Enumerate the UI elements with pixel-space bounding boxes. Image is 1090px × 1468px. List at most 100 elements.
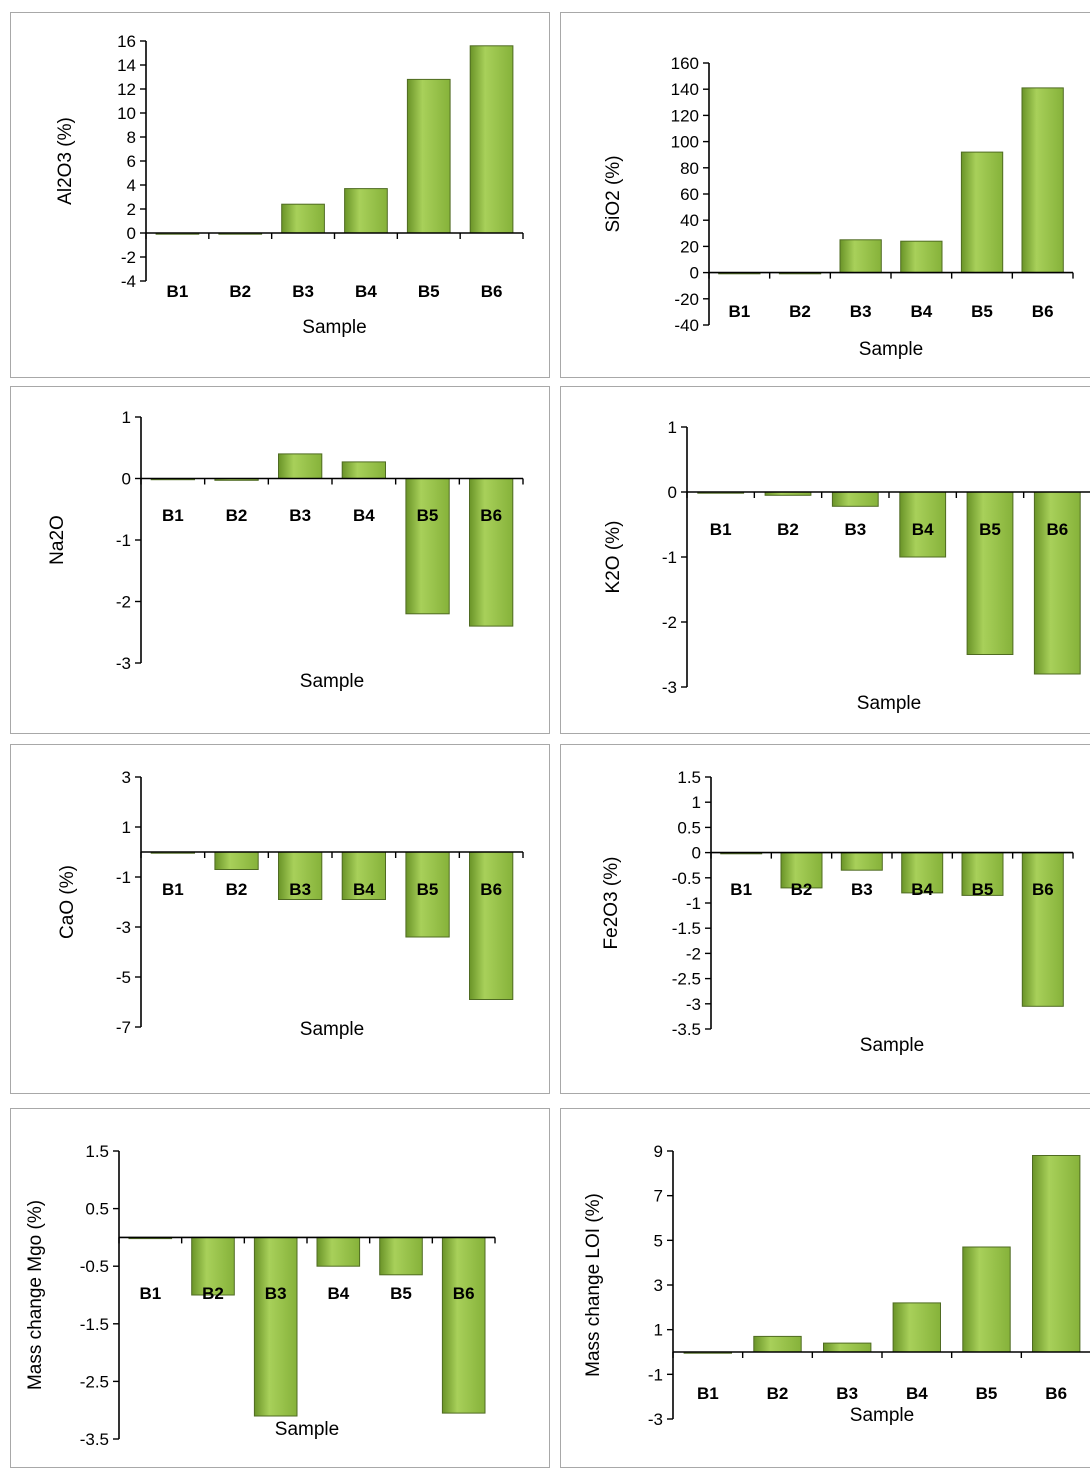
loi-bar-B3 xyxy=(823,1342,872,1353)
k2o-bar-B6 xyxy=(1033,491,1081,675)
na2o-category-label-B5: B5 xyxy=(417,506,439,525)
fe2o3-category-label-B3: B3 xyxy=(851,880,873,899)
fe2o3-y-tick-label: -3 xyxy=(686,995,701,1014)
cao-y-tick-label: -5 xyxy=(116,968,131,987)
k2o-category-label-B4: B4 xyxy=(912,520,934,539)
cao-y-tick-label: 1 xyxy=(122,818,131,837)
loi-y-tick-label: 1 xyxy=(654,1321,663,1340)
chart-panel-sio2: -40 -20 0 20 40 60 80 100 120 140 160 B1 B2 B3 B4 B5 B6 S… xyxy=(560,12,1090,378)
cao-y-tick-label: -7 xyxy=(116,1018,131,1037)
cao-y-tick-label: -1 xyxy=(116,868,131,887)
mgo-y-tick-label: 1.5 xyxy=(85,1142,109,1161)
mgo-category-label-B5: B5 xyxy=(390,1284,412,1303)
al2o3-category-label-B6: B6 xyxy=(481,282,503,301)
sio2-y-tick-label: 140 xyxy=(671,80,699,99)
loi-y-tick-label: 9 xyxy=(654,1142,663,1161)
al2o3-bar-B6 xyxy=(469,45,514,234)
k2o-y-axis-title: K2O (%) xyxy=(603,521,624,594)
chart-panel-mgo: -3.5 -2.5 -1.5 -0.5 0.5 1.5 B1 B2 B3 B4 B5 B6 Sample… xyxy=(10,1108,550,1468)
k2o-bar-B5 xyxy=(966,491,1014,655)
mgo-y-tick-label: -0.5 xyxy=(80,1257,109,1276)
k2o-category-label-B5: B5 xyxy=(979,520,1001,539)
na2o-y-tick-label: 0 xyxy=(122,470,131,489)
sio2-category-label-B1: B1 xyxy=(728,302,750,321)
mgo-bar-B3 xyxy=(253,1236,298,1417)
mgo-bar-B2 xyxy=(191,1236,235,1296)
mgo-bar-B6 xyxy=(441,1236,486,1414)
al2o3-y-tick-label: 10 xyxy=(117,104,136,123)
sio2-y-axis-title: SiO2 (%) xyxy=(603,155,624,232)
al2o3-y-tick-label: 12 xyxy=(117,80,136,99)
cao-category-label-B4: B4 xyxy=(353,880,375,899)
fe2o3-y-tick-label: -0.5 xyxy=(672,869,701,888)
na2o-chart-svg: -3 -2 -1 0 1 B1 B2 B3 B4 B5 B6 Sample Na2O xyxy=(47,408,524,692)
mgo-category-label-B2: B2 xyxy=(202,1284,224,1303)
al2o3-y-tick-label: 8 xyxy=(127,128,136,147)
loi-y-tick-label: 7 xyxy=(654,1187,663,1206)
mgo-x-axis-title: Sample xyxy=(275,1419,339,1440)
fe2o3-y-tick-label: -2 xyxy=(686,944,701,963)
al2o3-category-label-B2: B2 xyxy=(229,282,251,301)
loi-chart-svg: -3 -1 1 3 5 7 9 B1 B2 B3 B4 B5 B6 Sample Mass change L… xyxy=(583,1142,1090,1429)
loi-bar-B4 xyxy=(892,1302,942,1353)
na2o-bar-B5 xyxy=(405,478,450,615)
na2o-x-axis-title: Sample xyxy=(300,671,364,692)
al2o3-y-tick-label: -2 xyxy=(121,248,136,267)
cao-chart-svg: -7 -5 -3 -1 1 3 B1 B2 B3 B4 B5 B6 Sample CaO (%) xyxy=(57,768,524,1040)
mgo-y-tick-label: -2.5 xyxy=(80,1372,109,1391)
chart-panel-na2o: -3 -2 -1 0 1 B1 B2 B3 B4 B5 B6 Sample Na2O xyxy=(10,386,550,734)
loi-bar-B5 xyxy=(962,1246,1011,1353)
al2o3-category-label-B5: B5 xyxy=(418,282,440,301)
cao-x-axis-title: Sample xyxy=(300,1019,364,1040)
cao-bar-B4 xyxy=(341,851,387,900)
cao-y-tick-label: -3 xyxy=(116,918,131,937)
sio2-chart-svg: -40 -20 0 20 40 60 80 100 120 140 160 B1 B2 B3 B4 B5 B6 S… xyxy=(603,54,1074,360)
sio2-category-label-B4: B4 xyxy=(910,302,932,321)
sio2-y-tick-label: 120 xyxy=(671,106,699,125)
fe2o3-x-axis-title: Sample xyxy=(860,1035,924,1056)
fe2o3-chart-svg: -3.5 -3 -2.5 -2 -1.5 -1 -0.5 0 0.5 1 1.5 B1 B2 B3 B4 B5… xyxy=(601,768,1074,1056)
al2o3-y-tick-label: 16 xyxy=(117,32,136,51)
mgo-y-axis-title: Mass change Mgo (%) xyxy=(25,1200,46,1390)
chart-panel-loi: -3 -1 1 3 5 7 9 B1 B2 B3 B4 B5 B6 Sample Mass change L… xyxy=(560,1108,1090,1468)
k2o-category-label-B1: B1 xyxy=(710,520,732,539)
cao-y-tick-label: 3 xyxy=(122,768,131,787)
cao-category-label-B6: B6 xyxy=(480,880,502,899)
na2o-category-label-B2: B2 xyxy=(226,506,248,525)
k2o-category-label-B2: B2 xyxy=(777,520,799,539)
fe2o3-category-label-B6: B6 xyxy=(1032,880,1054,899)
sio2-y-tick-label: 20 xyxy=(680,237,699,256)
al2o3-chart-svg: -4 -2 0 2 4 6 8 10 12 14 16 B1 B2 B3 B4 B5 B6 Sample Al2O3… xyxy=(55,32,524,338)
cao-bar-B2 xyxy=(214,851,259,870)
fe2o3-bar-B6 xyxy=(1021,852,1064,1007)
k2o-bar-B3 xyxy=(831,491,879,507)
loi-x-axis-title: Sample xyxy=(850,1405,914,1426)
sio2-category-label-B2: B2 xyxy=(789,302,811,321)
sio2-y-tick-label: 0 xyxy=(690,264,699,283)
k2o-y-tick-label: 1 xyxy=(668,418,677,437)
loi-category-label-B2: B2 xyxy=(767,1384,789,1403)
cao-category-label-B3: B3 xyxy=(289,880,311,899)
mgo-bar-B4 xyxy=(316,1236,361,1267)
fe2o3-bar-B3 xyxy=(840,852,883,871)
chart-panel-fe2o3: -3.5 -3 -2.5 -2 -1.5 -1 -0.5 0 0.5 1 1.5 B1 B2 B3 B4 B5… xyxy=(560,744,1090,1094)
fe2o3-bar-B5 xyxy=(961,852,1004,896)
sio2-y-tick-label: 60 xyxy=(680,185,699,204)
fe2o3-y-tick-label: -2.5 xyxy=(672,970,701,989)
loi-category-label-B6: B6 xyxy=(1045,1384,1067,1403)
na2o-y-tick-label: -2 xyxy=(116,593,131,612)
al2o3-bar-B3 xyxy=(281,203,325,234)
mgo-category-label-B3: B3 xyxy=(265,1284,287,1303)
fe2o3-y-tick-label: 1 xyxy=(692,793,701,812)
na2o-y-tick-label: -1 xyxy=(116,531,131,550)
cao-y-axis-title: CaO (%) xyxy=(57,865,78,939)
na2o-y-axis-title: Na2O xyxy=(47,515,68,565)
sio2-bar-B5 xyxy=(960,151,1004,274)
al2o3-bar-B5 xyxy=(406,78,451,234)
na2o-bar-B4 xyxy=(341,461,387,480)
cao-bar-B6 xyxy=(469,851,514,1000)
mgo-y-tick-label: -1.5 xyxy=(80,1315,109,1334)
na2o-y-tick-label: 1 xyxy=(122,408,131,427)
mgo-y-tick-label: -3.5 xyxy=(80,1430,109,1449)
na2o-category-label-B1: B1 xyxy=(162,506,184,525)
